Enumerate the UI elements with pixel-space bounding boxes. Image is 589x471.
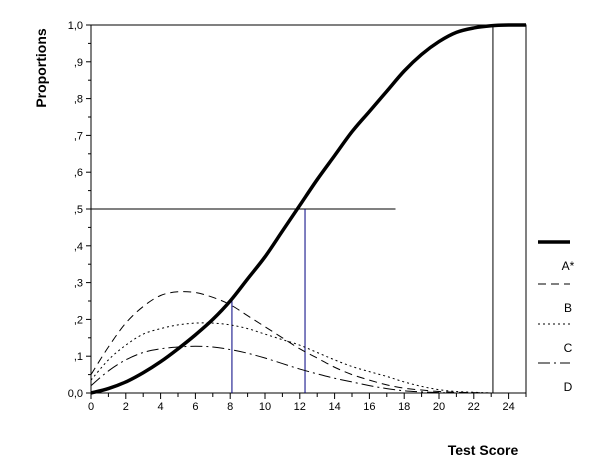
legend-label: C [564,341,573,355]
x-tick-label: 24 [502,401,514,413]
x-tick-label: 14 [328,401,340,413]
y-tick-label: ,4 [74,241,83,253]
y-tick-label: 1,0 [68,20,83,32]
x-tick-label: 20 [433,401,445,413]
y-tick-label: ,5 [74,204,83,216]
y-tick-label: ,6 [74,167,83,179]
legend-label: A* [562,259,575,273]
x-tick-label: 16 [363,401,375,413]
series-lines [90,23,527,395]
series-line-a [90,23,527,395]
legend-label: B [564,301,572,315]
y-tick-label: ,2 [74,314,83,326]
x-tick-label: 18 [398,401,410,413]
x-tick-label: 10 [259,401,271,413]
axes: 0,0,1,2,3,4,5,6,7,8,91,00 2 4 6 8 10 12 14 16 18 2… [68,20,527,413]
y-tick-label: ,9 [74,57,83,69]
x-tick-label: 2 [123,401,129,413]
y-tick-label: ,1 [74,351,83,363]
legend-label: D [564,380,573,394]
y-tick-label: ,7 [74,130,83,142]
y-tick-label: ,8 [74,94,83,106]
x-tick-label: 8 [227,401,233,413]
x-tick-label: 0 [88,401,94,413]
x-tick-label: 4 [158,401,164,413]
reference-lines [91,25,494,393]
y-tick-label: ,3 [74,278,83,290]
y-axis-title: Proportions [33,28,49,108]
series-line-b [90,291,492,394]
x-tick-label: 12 [294,401,306,413]
x-tick-label: 22 [468,401,480,413]
x-tick-label: 6 [192,401,198,413]
legend: A* B C D [538,240,575,394]
x-axis-title: Test Score [448,442,519,458]
y-tick-label: 0,0 [68,388,83,400]
series-line-c [90,322,492,394]
